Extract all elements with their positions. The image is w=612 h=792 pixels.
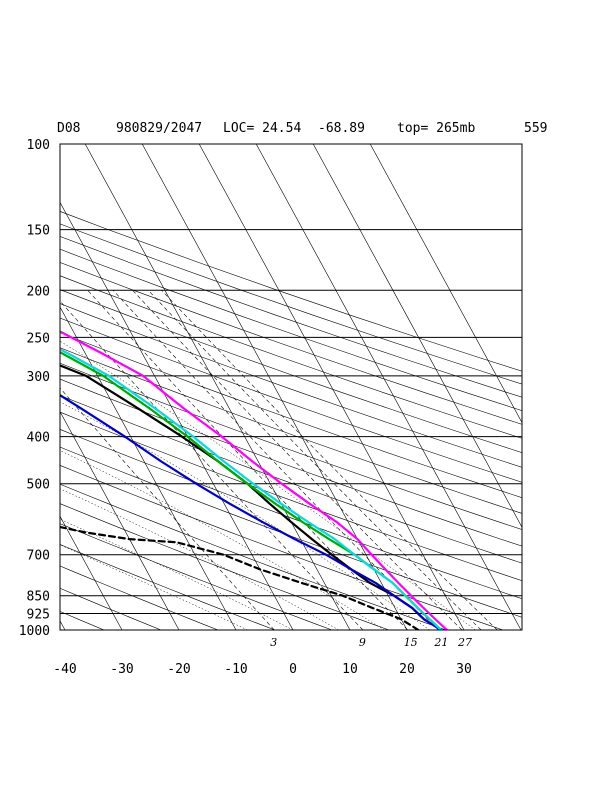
y-tick-label: 925 — [27, 608, 50, 623]
dry-adiabat-line — [60, 395, 522, 564]
dry-adiabat-line — [60, 483, 447, 630]
dry-adiabat-line — [60, 317, 522, 483]
mixing-ratio-label: 21 — [433, 636, 448, 649]
thermo-background-lines — [0, 144, 522, 630]
y-tick-label: 200 — [27, 284, 50, 299]
y-tick-label: 700 — [27, 549, 50, 564]
y-tick-label: 150 — [27, 224, 50, 239]
dry-adiabat-line — [60, 347, 522, 514]
mixing-ratio-label: 27 — [457, 636, 472, 649]
moist-adiabat-line — [60, 340, 476, 630]
profile-series-line — [60, 393, 443, 630]
x-tick-label: 20 — [399, 662, 415, 677]
x-tick-label: -30 — [110, 662, 133, 677]
profile-series-line — [60, 330, 448, 630]
isotherm-line — [141, 144, 408, 630]
isotherm-line — [255, 144, 522, 630]
mixing-ratio-label: 9 — [359, 636, 366, 649]
y-tick-label: 500 — [27, 478, 50, 493]
mixing-ratio-line — [161, 290, 498, 630]
sounding-profiles — [60, 330, 448, 630]
header-location: LOC= 24.54 — [223, 121, 301, 136]
y-tick-label: 300 — [27, 370, 50, 385]
dry-adiabat-line — [60, 332, 522, 498]
mixing-ratio-line — [148, 290, 482, 630]
mixing-ratio-line — [132, 290, 463, 630]
dry-adiabat-line — [60, 303, 522, 468]
y-tick-label: 250 — [27, 331, 50, 346]
mixing-ratio-line — [60, 300, 364, 630]
x-tick-label: 0 — [289, 662, 297, 677]
dry-adiabat-line — [60, 223, 522, 385]
profile-series-line — [60, 364, 443, 630]
y-tick-label: 1000 — [19, 624, 50, 639]
header-top-pressure: top= 265mb — [397, 121, 475, 136]
x-tick-label: -10 — [224, 662, 247, 677]
dry-adiabat-line — [60, 429, 522, 600]
isotherm-line — [60, 515, 123, 630]
x-tick-label: -40 — [53, 662, 76, 677]
temperature-axis: -40 -30 -20 -10 0 10 20 30 — [53, 662, 472, 677]
dry-adiabat-line — [60, 411, 522, 582]
dry-adiabat-line — [60, 611, 105, 630]
moist-adiabat-line — [60, 518, 294, 630]
header-sounding-id: 559 — [524, 121, 547, 136]
dry-adiabat-line — [60, 275, 522, 439]
mixing-ratio-label: 15 — [404, 636, 418, 649]
mixing-ratio-labels: 3 9 15 21 27 — [270, 636, 472, 649]
moist-adiabat-line — [60, 401, 430, 630]
dry-adiabat-line — [60, 289, 522, 453]
x-tick-label: 30 — [456, 662, 472, 677]
y-tick-label: 100 — [27, 138, 50, 153]
mixing-ratio-line — [60, 387, 275, 630]
dry-adiabat-line — [60, 362, 522, 530]
isotherm-line — [60, 410, 180, 630]
dry-adiabat-line — [60, 262, 522, 425]
mixing-ratio-label: 3 — [270, 636, 277, 649]
header-longitude: -68.89 — [318, 121, 365, 136]
isotherm-line — [312, 144, 522, 528]
moist-adiabat-line — [60, 544, 248, 630]
plot-frame — [59, 143, 523, 631]
profile-series-line — [60, 525, 420, 630]
x-tick-label: -20 — [167, 662, 190, 677]
dry-adiabat-line — [60, 446, 522, 618]
isotherm-line — [369, 144, 522, 424]
isotherm-line — [84, 144, 351, 630]
profile-series-line — [60, 348, 443, 630]
header-station: D08 — [57, 121, 80, 136]
isotherm-line — [60, 201, 294, 630]
dry-adiabat-line — [60, 236, 522, 398]
dry-adiabat-line — [60, 378, 522, 547]
header-datetime: 980829/2047 — [116, 121, 202, 136]
chart-header: D08 980829/2047 LOC= 24.54 -68.89 top= 2… — [57, 121, 547, 136]
moist-adiabat-line — [60, 450, 385, 630]
x-tick-label: 10 — [342, 662, 358, 677]
y-tick-label: 850 — [27, 590, 50, 605]
dry-adiabat-line — [60, 248, 522, 411]
isotherm-line — [198, 144, 465, 630]
y-tick-label: 400 — [27, 431, 50, 446]
dry-adiabat-line — [60, 211, 522, 372]
isotherm-line — [0, 144, 8, 630]
